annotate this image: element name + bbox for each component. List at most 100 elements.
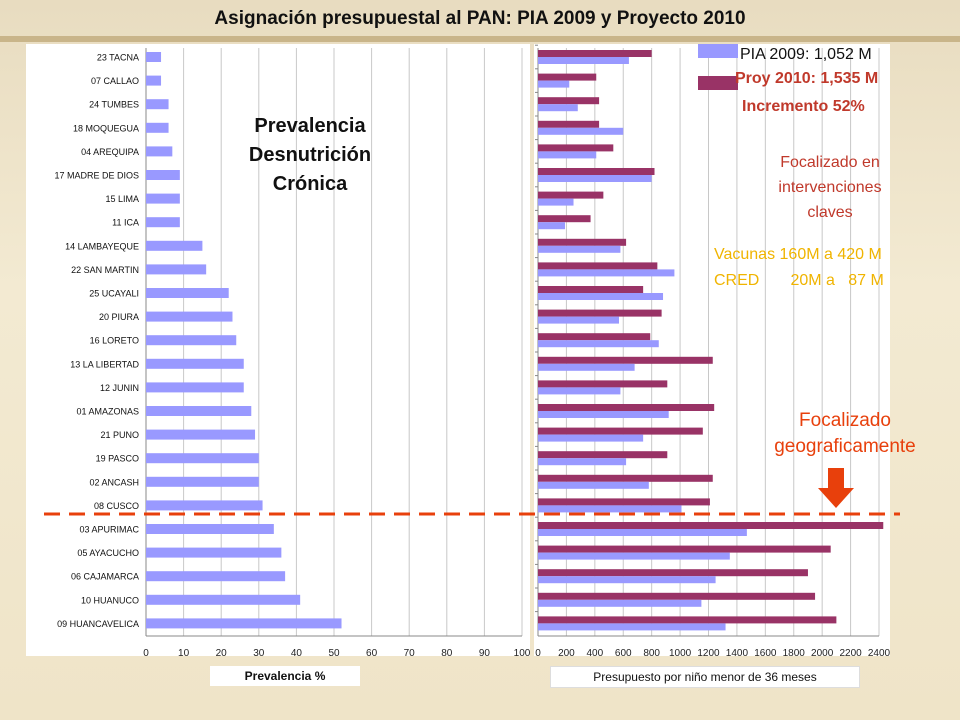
left-bar (146, 594, 301, 605)
left-category-label: 17 MADRE DE DIOS (54, 171, 139, 181)
left-category-label: 20 PIURA (99, 312, 139, 322)
right-bar-proy2010 (538, 404, 715, 411)
right-bar-proy2010 (538, 569, 808, 577)
right-bar-pia2009 (538, 175, 652, 182)
right-bar-pia2009 (538, 104, 578, 112)
left-category-label: 18 MOQUEGUA (73, 123, 139, 133)
right-bar-proy2010 (538, 286, 644, 293)
right-bar-pia2009 (538, 434, 644, 442)
legend-label-pia: PIA 2009: 1,052 M (740, 46, 872, 63)
right-bar-pia2009 (538, 458, 627, 466)
right-bar-proy2010 (538, 168, 655, 175)
right-bar-pia2009 (538, 481, 649, 489)
right-bar-pia2009 (538, 198, 574, 206)
legend-swatch-proy (698, 76, 738, 90)
left-category-label: 11 ICA (112, 218, 139, 228)
right-bar-proy2010 (538, 215, 591, 223)
right-bar-proy2010 (538, 616, 837, 624)
note-line1: Focalizado en (780, 154, 880, 171)
left-bar (146, 170, 180, 180)
right-x-tick-label: 1600 (754, 648, 777, 659)
left-bar (146, 75, 162, 86)
left-bar (146, 288, 229, 298)
legend-label-proy: Proy 2010: 1,535 M (735, 70, 879, 87)
left-category-label: 23 TACNA (97, 53, 139, 63)
right-bar-proy2010 (538, 333, 651, 341)
left-x-tick-label: 20 (216, 648, 228, 659)
right-bar-pia2009 (538, 316, 619, 324)
left-bar (146, 240, 203, 251)
note-line3: claves (807, 204, 853, 221)
right-bar-proy2010 (538, 144, 614, 152)
right-bar-pia2009 (538, 127, 624, 135)
left-category-label: 05 AYACUCHO (77, 548, 139, 558)
left-x-tick-label: 90 (479, 648, 491, 659)
right-bar-proy2010 (538, 238, 627, 246)
right-bar-proy2010 (538, 50, 652, 57)
right-bar-pia2009 (538, 599, 702, 607)
left-bar (146, 311, 233, 322)
left-bar (146, 453, 259, 464)
left-x-tick-label: 70 (404, 648, 416, 659)
left-category-label: 12 JUNIN (100, 383, 139, 393)
left-category-label: 01 AMAZONAS (76, 407, 139, 417)
left-category-label: 04 AREQUIPA (81, 147, 139, 157)
right-bar-proy2010 (538, 522, 884, 529)
right-bar-proy2010 (538, 73, 597, 81)
note-line2: intervenciones (778, 179, 882, 196)
left-x-axis-label: Prevalencia % (210, 666, 360, 686)
left-bar (146, 476, 259, 487)
right-bar-proy2010 (538, 474, 713, 482)
right-bar-proy2010 (538, 120, 600, 128)
right-bar-pia2009 (538, 529, 747, 536)
note-focalizado-geo: Focalizado geograficamente (740, 408, 950, 460)
right-x-axis-label: Presupuesto por niño menor de 36 meses (550, 666, 860, 688)
left-category-label: 09 HUANCAVELICA (57, 619, 139, 629)
right-bar-proy2010 (538, 380, 668, 388)
left-x-tick-label: 100 (514, 648, 531, 659)
right-bar-pia2009 (538, 552, 730, 560)
right-x-tick-label: 1800 (783, 648, 806, 659)
left-bar (146, 193, 180, 204)
note-geo-line2: geograficamente (774, 436, 916, 457)
right-bar-proy2010 (538, 191, 604, 199)
left-bar (146, 547, 282, 558)
left-bar (146, 52, 162, 62)
left-x-tick-label: 80 (441, 648, 453, 659)
note-vacunas: Vacunas 160M a 420 M (714, 246, 882, 263)
left-bar (146, 406, 252, 416)
left-bar (146, 524, 274, 534)
right-bar-pia2009 (538, 269, 675, 277)
right-bar-pia2009 (538, 623, 726, 631)
legend-swatch-pia (698, 44, 738, 58)
left-x-tick-label: 60 (366, 648, 378, 659)
left-x-tick-label: 30 (253, 648, 265, 659)
right-x-tick-label: 1400 (726, 648, 749, 659)
note-focalizado-intervenciones: Focalizado en intervenciones claves (730, 150, 930, 225)
left-category-label: 14 LAMBAYEQUE (65, 241, 139, 251)
left-category-label: 25 UCAYALI (89, 289, 139, 299)
left-chart-title-line1: Prevalencia (254, 115, 366, 137)
right-x-tick-label: 0 (535, 648, 541, 659)
right-bar-pia2009 (538, 293, 664, 300)
left-bar (146, 358, 244, 369)
right-x-tick-label: 200 (558, 648, 575, 659)
left-category-label: 22 SAN MARTIN (71, 265, 139, 275)
left-chart-title-line3: Crónica (272, 173, 348, 195)
right-bar-pia2009 (538, 411, 669, 418)
right-bar-pia2009 (538, 576, 716, 584)
right-bar-proy2010 (538, 309, 662, 317)
right-bar-pia2009 (538, 245, 621, 253)
left-category-label: 13 LA LIBERTAD (70, 359, 139, 369)
left-bar (146, 264, 207, 275)
left-category-label: 24 TUMBES (89, 100, 139, 110)
left-category-label: 16 LORETO (90, 336, 139, 346)
right-bar-pia2009 (538, 505, 682, 513)
right-bar-proy2010 (538, 97, 600, 105)
right-bar-proy2010 (538, 356, 713, 364)
right-bar-pia2009 (538, 387, 621, 395)
right-x-tick-label: 2200 (839, 648, 862, 659)
left-x-tick-label: 50 (328, 648, 340, 659)
left-category-label: 15 LIMA (105, 194, 139, 204)
